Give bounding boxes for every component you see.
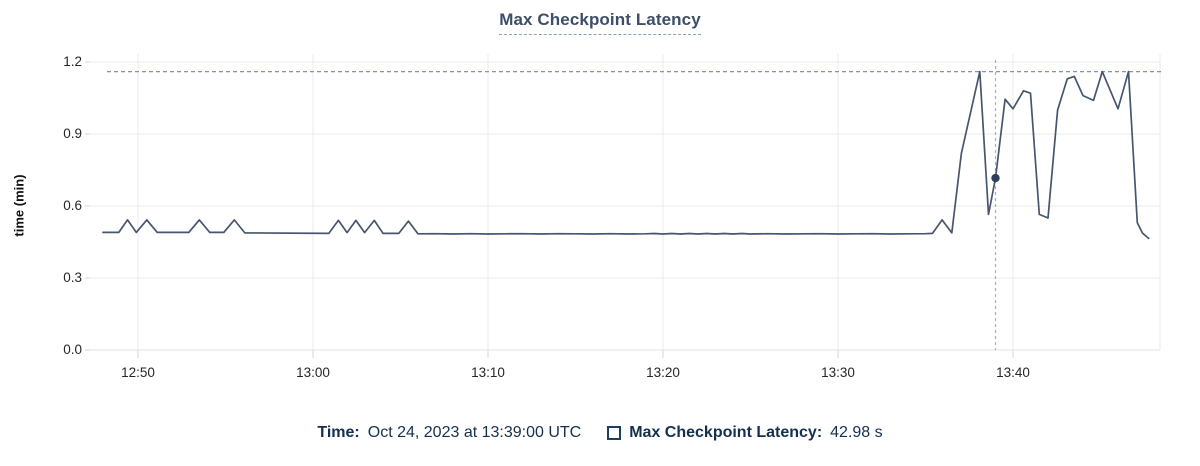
x-tick-label: 12:50: [121, 365, 155, 380]
title-row: Max Checkpoint Latency: [0, 10, 1200, 35]
selected-point-marker[interactable]: [991, 173, 1000, 183]
series-legend-label[interactable]: Max Checkpoint Latency:: [629, 424, 823, 441]
x-tick-label: 13:40: [996, 365, 1030, 380]
x-tick-label: 13:30: [821, 365, 855, 380]
y-tick-label: 0.6: [63, 198, 82, 213]
y-tick-label: 0.0: [63, 342, 82, 357]
y-axis-title: time (min): [11, 174, 27, 237]
tooltip-time-label: Time:: [317, 424, 360, 441]
x-tick-label: 13:10: [471, 365, 505, 380]
series-legend-swatch-icon[interactable]: [607, 426, 622, 440]
x-tick-label: 13:00: [296, 365, 330, 380]
y-tick-label: 1.2: [63, 54, 82, 69]
y-tick-label: 0.3: [63, 270, 82, 285]
tooltip-time-value: Oct 24, 2023 at 13:39:00 UTC: [367, 424, 582, 441]
tooltip-series-value: 42.98 s: [830, 424, 883, 441]
chart-title[interactable]: Max Checkpoint Latency: [499, 10, 701, 35]
y-tick-label: 0.9: [63, 126, 82, 141]
tooltip-legend-row: Time: Oct 24, 2023 at 13:39:00 UTC Max C…: [0, 424, 1200, 442]
latency-series-line: [102, 70, 1150, 240]
x-tick-label: 13:20: [646, 365, 680, 380]
